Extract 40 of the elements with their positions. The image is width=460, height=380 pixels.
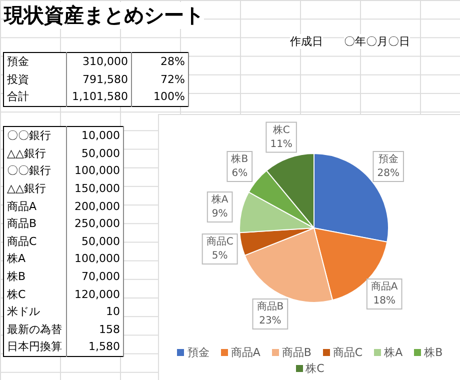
data-label: 18% xyxy=(373,296,396,307)
slice-label: 商品C xyxy=(206,236,234,248)
text: 商品B 250,000 xyxy=(7,217,120,230)
data-label: 28% xyxy=(377,168,400,180)
text: 預金 310,000 28% xyxy=(7,55,185,68)
text: 〇〇銀行 10,000 xyxy=(7,129,120,142)
text: 合計 1,101,580 100% xyxy=(7,90,185,104)
legend-label: 商品B xyxy=(280,346,312,359)
legend-label: 預金 xyxy=(186,346,210,359)
data-label: 11% xyxy=(270,138,292,150)
text: 作成日 xyxy=(290,34,323,49)
data-label: 6% xyxy=(232,168,248,180)
legend-label: 株C xyxy=(304,362,324,375)
text: 日本円換算 1,580 xyxy=(7,340,120,354)
slice-label: 商品B xyxy=(256,300,284,313)
text: 〇〇銀行 100,000 xyxy=(7,164,120,178)
chart-title: 現状資産まとめシート xyxy=(4,2,204,29)
text: △△銀行 50,000 xyxy=(7,146,120,160)
text: 株B 70,000 xyxy=(7,270,120,284)
text: 商品A 200,000 xyxy=(7,200,120,213)
text: 米ドル 10 xyxy=(7,305,120,318)
legend-label: 商品C xyxy=(332,346,363,359)
slice-label: 株B xyxy=(230,153,248,166)
slice-label: 商品A xyxy=(370,280,398,293)
text: 株A 100,000 xyxy=(7,252,120,266)
slice-label: 預金 xyxy=(378,153,398,166)
data-label: 9% xyxy=(212,208,228,220)
text: 〇年〇月〇日 xyxy=(344,34,410,49)
text: 株C 120,000 xyxy=(7,288,120,301)
text: 商品C 50,000 xyxy=(7,234,120,248)
slice-label: 株A xyxy=(210,194,228,206)
legend-label: 商品A xyxy=(230,346,260,359)
text: △△銀行 150,000 xyxy=(7,182,120,196)
legend-label: 株B xyxy=(423,346,443,359)
text: 最新の為替 158 xyxy=(7,322,120,336)
text: 投資 791,580 72% xyxy=(7,72,185,86)
data-label: 5% xyxy=(212,250,228,262)
legend-label: 株A xyxy=(383,346,403,359)
data-label: 23% xyxy=(259,316,282,327)
slice-label: 株C xyxy=(272,124,290,136)
